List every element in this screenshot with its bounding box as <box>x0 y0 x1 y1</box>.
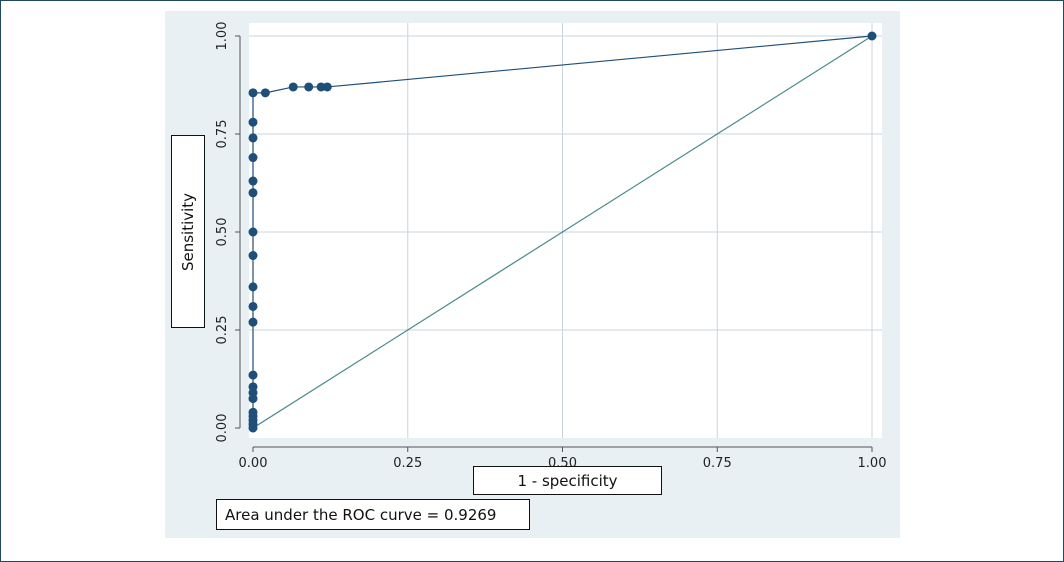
roc-point <box>316 82 326 92</box>
x-tick-label: 1.00 <box>858 456 887 471</box>
roc-point <box>248 370 258 380</box>
y-axis-label-box: Sensitivity <box>171 135 205 328</box>
roc-point <box>867 31 877 41</box>
roc-point <box>304 82 314 92</box>
roc-point <box>248 133 258 143</box>
y-tick-label: 0.00 <box>215 414 230 443</box>
x-tick-label: 0.75 <box>703 456 732 471</box>
roc-point <box>248 251 258 261</box>
roc-point <box>288 82 298 92</box>
x-axis-label: 1 - specificity <box>517 471 618 490</box>
y-tick-label: 1.00 <box>215 22 230 51</box>
roc-point <box>248 188 258 198</box>
x-tick-label: 0.25 <box>393 456 422 471</box>
roc-point <box>248 282 258 292</box>
y-axis-ticks: 0.00 0.25 0.50 0.75 1.00 <box>215 22 240 443</box>
roc-point <box>260 88 270 98</box>
roc-point <box>248 301 258 311</box>
x-axis-label-box: 1 - specificity <box>473 466 662 495</box>
roc-point <box>248 382 258 392</box>
roc-point <box>248 117 258 127</box>
roc-point <box>248 176 258 186</box>
roc-point <box>322 82 332 92</box>
auc-annotation-box: Area under the ROC curve = 0.9269 <box>216 499 530 530</box>
roc-point <box>248 88 258 98</box>
roc-points <box>248 31 877 433</box>
y-axis-label: Sensitivity <box>179 192 197 271</box>
y-tick-label: 0.75 <box>215 120 230 149</box>
roc-point <box>248 317 258 327</box>
y-tick-label: 0.25 <box>215 316 230 345</box>
roc-point <box>248 407 258 417</box>
y-tick-label: 0.50 <box>215 218 230 247</box>
auc-annotation: Area under the ROC curve = 0.9269 <box>225 505 497 524</box>
reference-diagonal-line <box>252 35 873 429</box>
grid-lines <box>249 23 882 438</box>
roc-point <box>248 153 258 163</box>
x-axis-ticks: 0.00 0.25 0.50 0.75 1.00 <box>239 447 887 471</box>
roc-point <box>248 227 258 237</box>
x-tick-label: 0.00 <box>239 456 268 471</box>
